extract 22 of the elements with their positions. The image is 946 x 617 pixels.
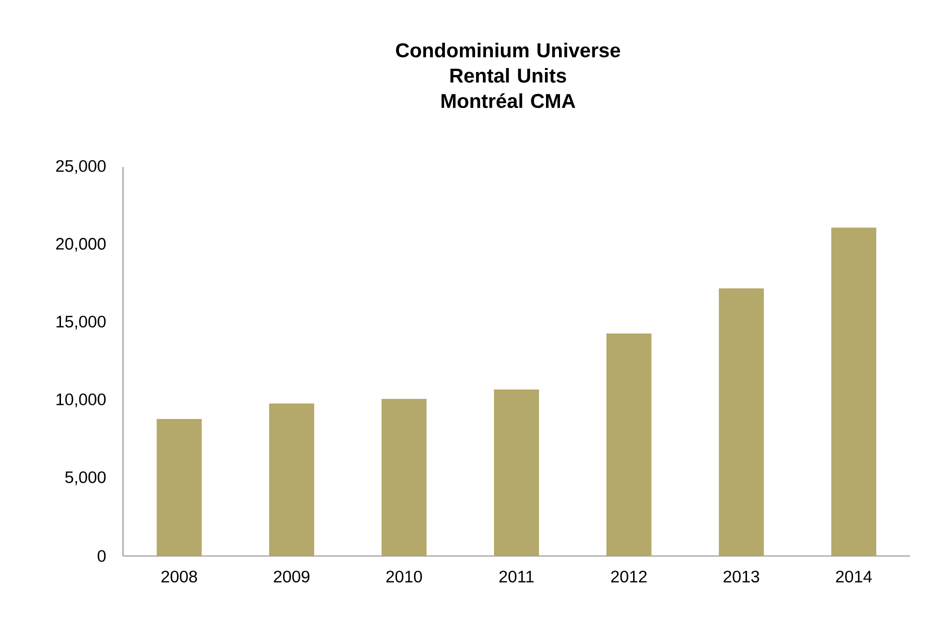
x-tick-label: 2014 — [836, 570, 872, 582]
x-tick-label: 2013 — [724, 570, 760, 582]
y-tick-label: 5,000 — [65, 471, 106, 486]
bar — [831, 228, 876, 556]
bar — [718, 288, 764, 556]
bar — [382, 398, 427, 556]
y-tick-label: 0 — [98, 550, 106, 562]
bar — [269, 404, 314, 556]
y-tick-label: 20,000 — [56, 238, 106, 252]
bar — [606, 333, 652, 556]
bar — [156, 419, 202, 556]
x-tick-label: 2010 — [386, 570, 422, 582]
y-tick-label: 15,000 — [56, 316, 106, 330]
x-tick-label: 2008 — [162, 570, 198, 582]
y-tick-label: 10,000 — [56, 394, 106, 408]
y-tick-label: 25,000 — [56, 160, 106, 174]
x-tick-label: 2009 — [274, 570, 310, 582]
bar — [494, 390, 539, 556]
x-tick-label: 2012 — [611, 570, 647, 582]
chart-subtitle: Rental Units Montréal CMA — [442, 68, 576, 108]
chart-title: Condominium Universe — [396, 42, 620, 58]
x-tick-label: 2011 — [499, 570, 534, 582]
